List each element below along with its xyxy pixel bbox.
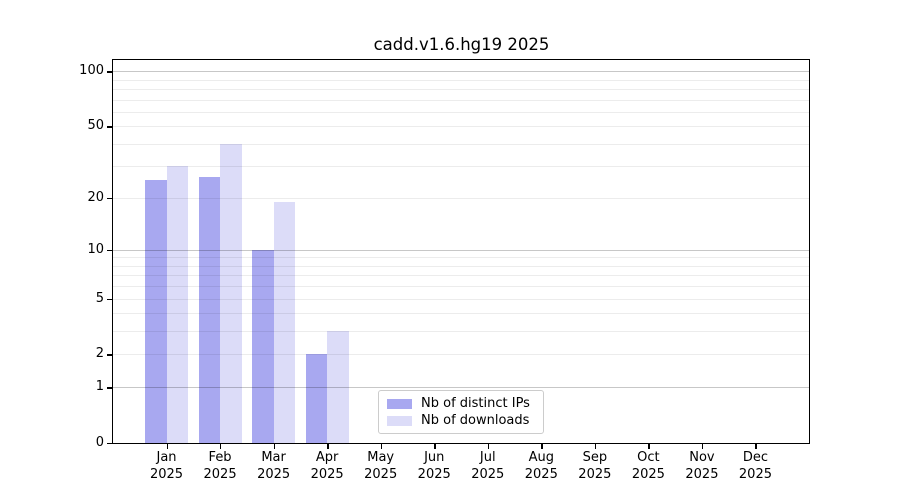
x-tick-label-mar: Mar 2025: [257, 450, 291, 482]
legend-item-distinct-ips: Nb of distinct IPs: [387, 396, 535, 411]
x-tick-mark: [273, 444, 275, 449]
y-tick-label: 1: [95, 379, 104, 395]
grid-line-minor: [113, 265, 809, 267]
legend: Nb of distinct IPs Nb of downloads: [378, 390, 544, 434]
bar-distinct-ips-mar: [252, 249, 274, 443]
grid-line-minor: [113, 354, 809, 356]
x-tick-label-oct: Oct 2025: [631, 450, 665, 482]
grid-line-minor: [113, 111, 809, 113]
y-tick-mark: [107, 354, 112, 356]
y-tick-label: 20: [87, 189, 104, 205]
x-tick-label-jul: Jul 2025: [471, 450, 505, 482]
grid-line-minor: [113, 298, 809, 300]
grid-line-minor: [113, 257, 809, 259]
y-tick-label: 2: [95, 346, 104, 362]
x-tick-label-may: May 2025: [364, 450, 398, 482]
x-tick-label-apr: Apr 2025: [310, 450, 344, 482]
x-tick-label-jun: Jun 2025: [417, 450, 451, 482]
y-tick-mark: [107, 443, 112, 445]
x-tick-mark: [434, 444, 436, 449]
x-tick-label-nov: Nov 2025: [685, 450, 719, 482]
bar-distinct-ips-feb: [198, 177, 221, 443]
bar-downloads-jan: [166, 166, 189, 443]
x-tick-mark: [541, 444, 543, 449]
plot-area: [112, 59, 810, 444]
x-tick-mark: [166, 444, 168, 449]
x-tick-mark: [380, 444, 383, 449]
bar-distinct-ips-apr: [305, 354, 328, 443]
y-tick-label: 10: [87, 241, 104, 257]
legend-swatch-downloads: [387, 415, 412, 426]
legend-item-downloads: Nb of downloads: [387, 413, 535, 428]
y-tick-label: 50: [87, 118, 104, 134]
chart-title: cadd.v1.6.hg19 2025: [373, 35, 550, 54]
grid-line-minor: [113, 331, 809, 333]
bar-downloads-mar: [273, 201, 296, 443]
y-tick-mark: [107, 387, 112, 389]
x-tick-mark: [701, 444, 704, 449]
y-tick-label: 5: [95, 290, 104, 306]
bar-downloads-apr: [327, 331, 349, 443]
y-tick-mark: [107, 126, 112, 128]
grid-line-minor: [113, 99, 809, 101]
legend-label: Nb of distinct IPs: [421, 396, 530, 411]
x-tick-label-jan: Jan 2025: [149, 450, 184, 482]
grid-line-major: [113, 249, 809, 251]
grid-line-minor: [113, 197, 809, 199]
bar-distinct-ips-jan: [145, 180, 167, 443]
x-tick-mark: [648, 444, 650, 449]
y-tick-mark: [107, 197, 112, 200]
x-tick-mark: [327, 444, 329, 449]
grid-line-major: [113, 71, 809, 73]
x-tick-mark: [220, 444, 222, 449]
grid-line-major: [113, 387, 809, 389]
grid-line-minor: [113, 79, 809, 81]
x-tick-mark: [594, 444, 597, 449]
grid-line-minor: [113, 143, 809, 145]
x-tick-mark: [487, 444, 490, 449]
y-tick-label: 100: [79, 63, 104, 79]
y-tick-mark: [107, 71, 112, 73]
grid-line-minor: [113, 313, 809, 315]
y-tick-mark: [107, 298, 112, 301]
x-tick-label-sep: Sep 2025: [578, 450, 612, 482]
legend-label: Nb of downloads: [421, 413, 530, 428]
grid-line-minor: [113, 275, 809, 277]
grid-line-minor: [113, 286, 809, 288]
grid-line-minor: [113, 126, 809, 128]
x-tick-label-feb: Feb 2025: [203, 450, 237, 482]
bar-downloads-feb: [220, 143, 242, 443]
legend-swatch-distinct-ips: [387, 398, 412, 409]
x-tick-label-dec: Dec 2025: [738, 450, 772, 482]
x-tick-label-aug: Aug 2025: [524, 450, 558, 482]
grid-line-minor: [113, 166, 809, 168]
grid-line-minor: [113, 88, 809, 90]
y-tick-mark: [107, 249, 112, 252]
x-tick-mark: [755, 444, 757, 449]
y-tick-label: 0: [95, 435, 104, 450]
